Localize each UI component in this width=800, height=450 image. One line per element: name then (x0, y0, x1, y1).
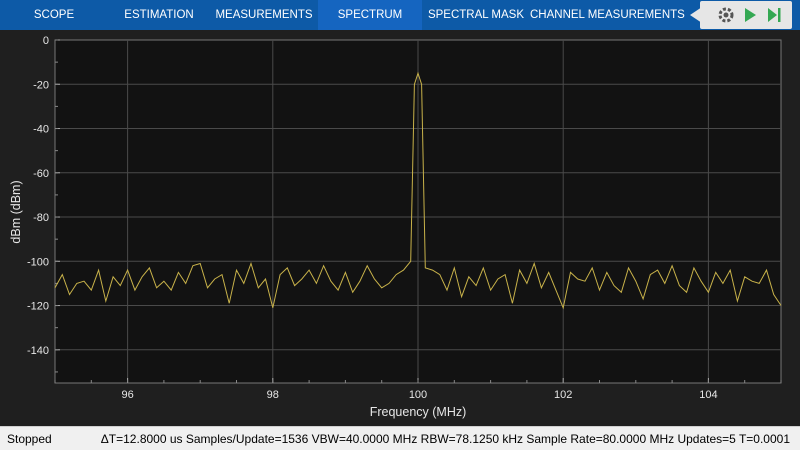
run-icon (745, 8, 756, 22)
ticks: 96 98 100 102 104 0 -20 -40 -60 -80 -100 -120 -140 (27, 35, 782, 401)
y-tick-label: -40 (33, 124, 49, 136)
tab-spectral-mask[interactable]: SPECTRAL MASK (427, 9, 525, 21)
spectrum-trace (54, 71, 782, 310)
x-tick-label: 100 (409, 389, 427, 401)
step-forward-button[interactable] (764, 5, 784, 25)
settings-icon (718, 7, 734, 23)
y-tick-label: -60 (33, 168, 49, 180)
tab-estimation[interactable]: ESTIMATION (124, 9, 194, 21)
tab-measurements[interactable]: MEASUREMENTS (215, 9, 313, 21)
grid (55, 40, 781, 383)
y-tick-label: -80 (33, 212, 49, 224)
y-axis-label: dBm (dBm) (9, 180, 23, 243)
x-axis-label: Frequency (MHz) (370, 405, 467, 419)
y-tick-label: -140 (27, 345, 49, 357)
y-tick-label: 0 (43, 35, 49, 47)
collapse-arrow-icon[interactable] (690, 7, 702, 23)
tab-scope[interactable]: SCOPE (33, 9, 75, 21)
tab-spectrum[interactable]: SPECTRUM (318, 0, 422, 30)
status-state: Stopped (7, 432, 52, 446)
x-tick-label: 98 (267, 389, 279, 401)
x-tick-label: 104 (699, 389, 717, 401)
simulation-controls (690, 1, 792, 29)
status-details: ΔT=12.8000 us Samples/Update=1536 VBW=40… (100, 432, 790, 446)
tab-channel-measurements[interactable]: CHANNEL MEASUREMENTS (530, 9, 685, 21)
run-button[interactable] (740, 5, 760, 25)
y-tick-label: -120 (27, 301, 49, 313)
toolstrip: SCOPE ESTIMATION MEASUREMENTS SPECTRUM S… (0, 0, 800, 30)
spectrum-plot[interactable]: 96 98 100 102 104 0 -20 -40 -60 -80 -100 -120 -140 F… (0, 30, 800, 426)
x-tick-label: 96 (121, 389, 133, 401)
step-forward-icon (768, 8, 781, 22)
plot-area: 96 98 100 102 104 0 -20 -40 -60 -80 -100 -120 -140 F… (0, 30, 800, 426)
x-tick-label: 102 (554, 389, 572, 401)
status-bar: Stopped ΔT=12.8000 us Samples/Update=153… (0, 426, 800, 450)
y-tick-label: -20 (33, 79, 49, 91)
settings-button[interactable] (716, 5, 736, 25)
y-tick-label: -100 (27, 256, 49, 268)
